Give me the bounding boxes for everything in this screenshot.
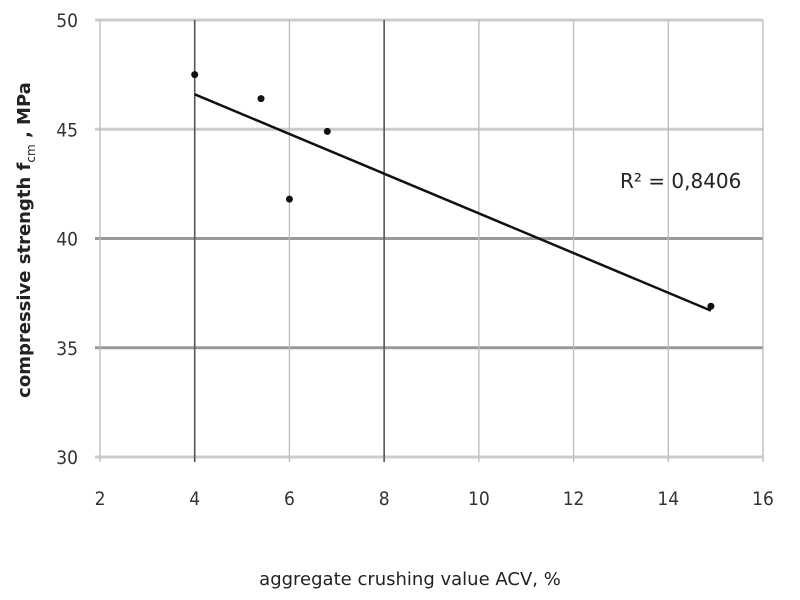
trendline	[194, 93, 712, 312]
y-axis-label: compressive strength fcm , MPa	[14, 82, 38, 398]
data-points	[191, 71, 715, 310]
data-point	[257, 95, 265, 103]
y-tick-label: 45	[56, 119, 78, 141]
grid-lines	[95, 18, 764, 462]
data-point	[285, 195, 293, 203]
x-tick-label: 10	[468, 488, 490, 510]
x-tick-label: 16	[752, 488, 774, 510]
x-axis-label: aggregate crushing value ACV, %	[259, 569, 561, 590]
data-point	[323, 127, 331, 135]
y-tick-label: 35	[56, 338, 78, 360]
x-tick-label: 14	[657, 488, 679, 510]
x-tick-labels: 2 4 6 8 10 12 14 16	[95, 488, 774, 510]
data-point	[191, 71, 199, 79]
y-tick-label: 40	[56, 229, 78, 251]
y-tick-labels: 30 35 40 45 50	[56, 10, 78, 469]
x-tick-label: 6	[284, 488, 295, 510]
y-tick-label: 50	[56, 10, 78, 32]
x-tick-label: 2	[95, 488, 106, 510]
x-tick-label: 4	[189, 488, 200, 510]
y-tick-label: 30	[56, 447, 78, 469]
y-axis-label-unit: , MPa	[14, 82, 35, 144]
data-point	[707, 302, 715, 310]
x-tick-label: 8	[379, 488, 390, 510]
x-tick-label: 12	[563, 488, 585, 510]
y-axis-label-subscript: cm	[24, 144, 38, 162]
r-squared-annotation: R² = 0,8406	[620, 169, 741, 193]
y-axis-label-main: compressive strength f	[14, 162, 35, 397]
